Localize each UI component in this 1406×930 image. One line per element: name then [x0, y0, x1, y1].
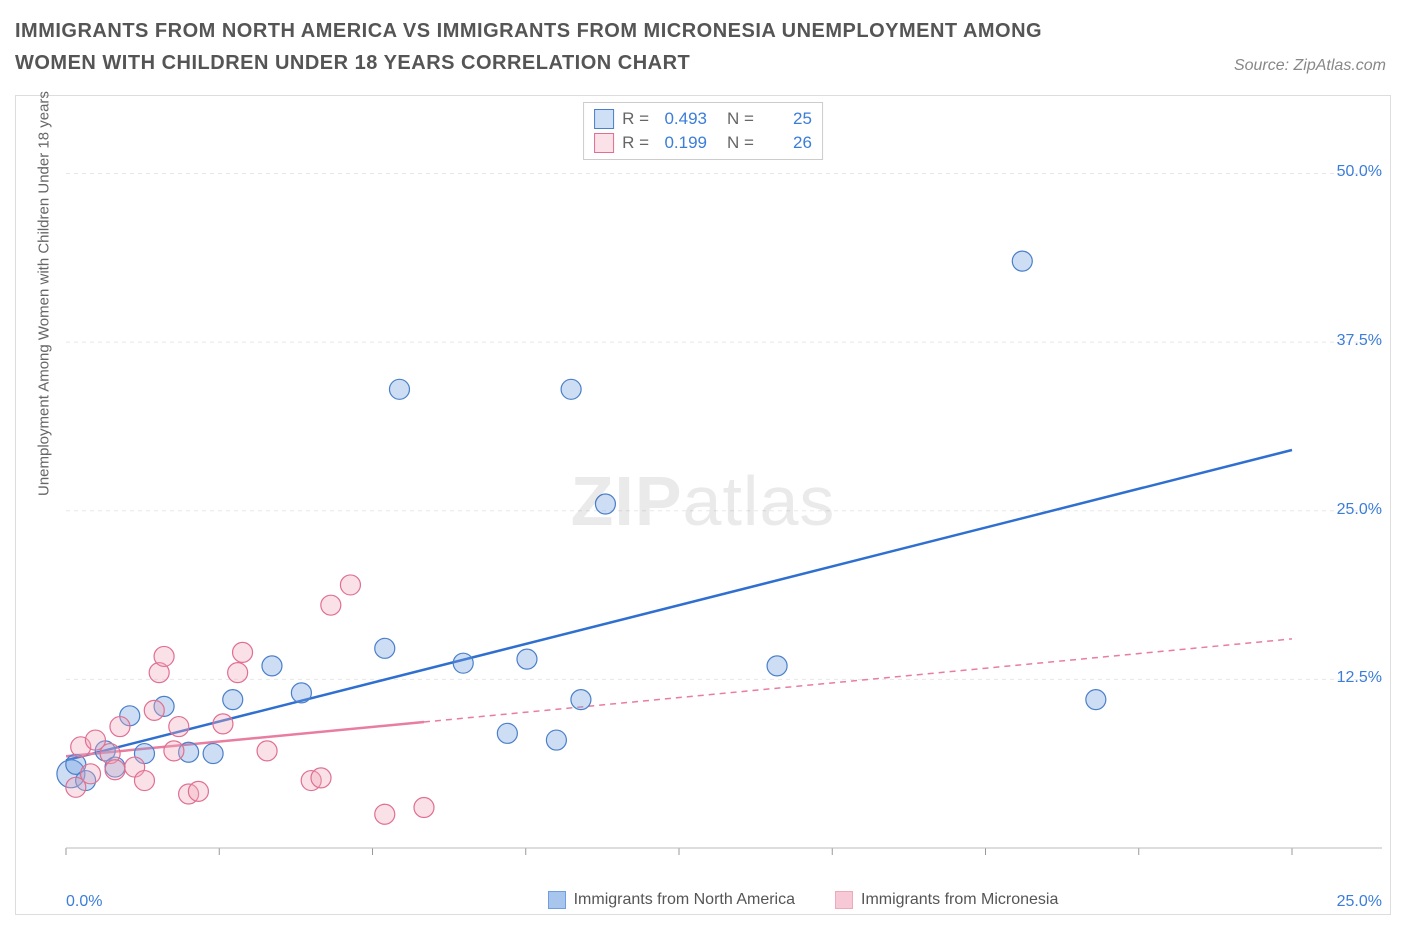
r-label: R = [622, 133, 649, 153]
series-legend-item: Immigrants from Micronesia [835, 891, 1058, 909]
stats-legend-row: R = 0.199 N = 26 [594, 131, 812, 155]
stats-legend-row: R = 0.493 N = 25 [594, 107, 812, 131]
r-label: R = [622, 109, 649, 129]
n-value: 26 [762, 133, 812, 153]
n-label: N = [727, 133, 754, 153]
chart-container: IMMIGRANTS FROM NORTH AMERICA VS IMMIGRA… [0, 0, 1406, 930]
r-value: 0.493 [657, 109, 707, 129]
n-label: N = [727, 109, 754, 129]
legend-swatch [835, 891, 853, 909]
legend-swatch [548, 891, 566, 909]
y-tick-label: 25.0% [1337, 501, 1382, 519]
series-legend: Immigrants from North America Immigrants … [16, 886, 1390, 914]
r-value: 0.199 [657, 133, 707, 153]
header: IMMIGRANTS FROM NORTH AMERICA VS IMMIGRA… [15, 15, 1391, 79]
source-attribution: Source: ZipAtlas.com [1234, 57, 1386, 75]
scatter-plot [56, 96, 1392, 888]
stats-legend: R = 0.493 N = 25 R = 0.199 N = 26 [583, 102, 823, 160]
y-tick-label: 50.0% [1337, 163, 1382, 181]
legend-label: Immigrants from Micronesia [861, 891, 1058, 909]
series-legend-item: Immigrants from North America [548, 891, 795, 909]
y-tick-label: 37.5% [1337, 332, 1382, 350]
legend-swatch [594, 133, 614, 153]
y-axis-label: Unemployment Among Women with Children U… [36, 91, 53, 496]
legend-swatch [594, 109, 614, 129]
legend-label: Immigrants from North America [574, 891, 795, 909]
chart-title: IMMIGRANTS FROM NORTH AMERICA VS IMMIGRA… [15, 15, 1115, 79]
chart-area: Unemployment Among Women with Children U… [15, 95, 1391, 915]
y-tick-label: 12.5% [1337, 669, 1382, 687]
n-value: 25 [762, 109, 812, 129]
